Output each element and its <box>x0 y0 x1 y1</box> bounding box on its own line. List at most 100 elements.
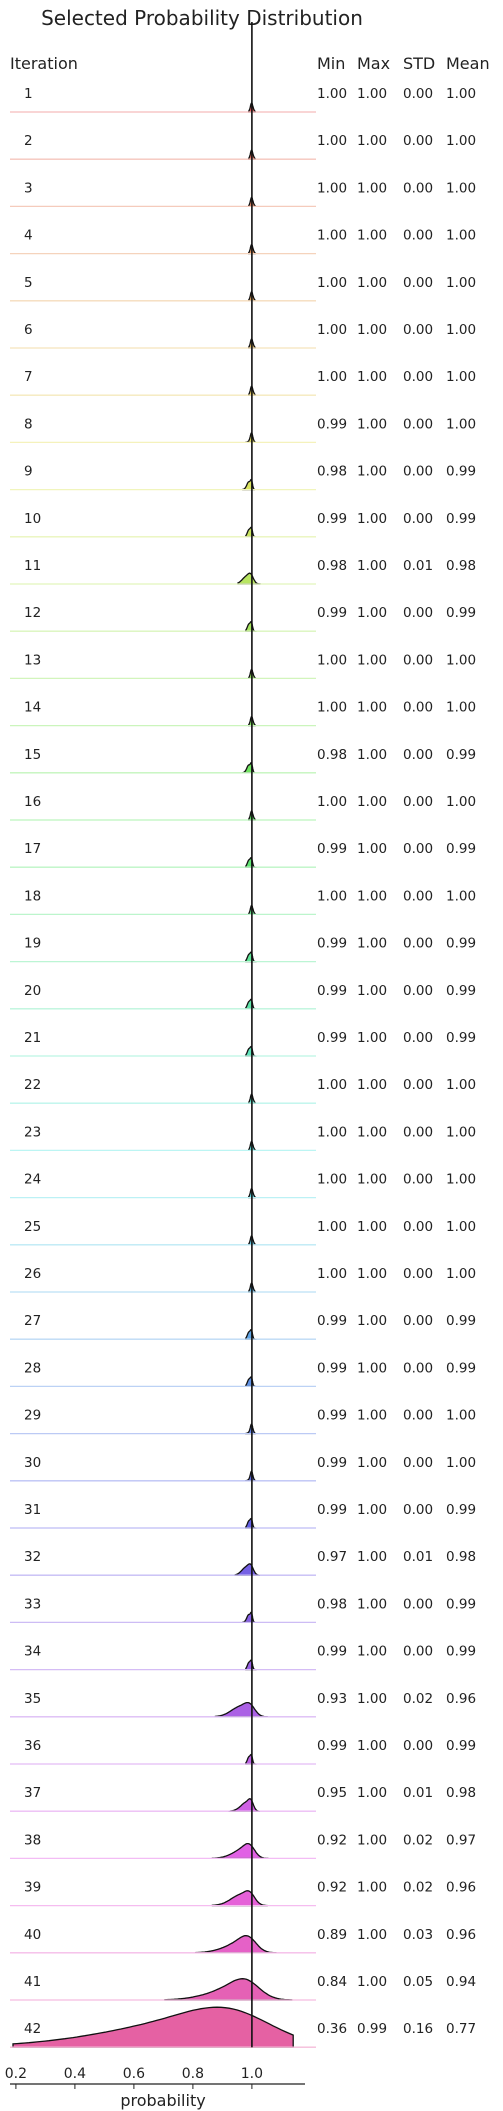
max-value: 1.00 <box>357 1549 387 1565</box>
mean-value: 1.00 <box>446 180 476 196</box>
min-value: 1.00 <box>317 322 347 338</box>
std-value: 0.00 <box>403 1596 433 1612</box>
mean-value: 1.00 <box>446 1408 476 1424</box>
x-axis: 0.2 0.4 0.6 0.8 1.0 <box>5 2066 305 2089</box>
std-value: 0.00 <box>403 1124 433 1140</box>
mean-value: 1.00 <box>446 888 476 904</box>
iteration-label: 27 <box>24 1313 41 1329</box>
std-value: 0.00 <box>403 1219 433 1235</box>
iteration-label: 2 <box>24 133 33 149</box>
min-value: 0.99 <box>317 1455 347 1471</box>
ridge-row: 27 0.99 1.00 0.00 0.99 <box>10 1313 476 1340</box>
max-value: 0.99 <box>357 2021 387 2037</box>
min-value: 1.00 <box>317 1077 347 1093</box>
ridge-row: 2 1.00 1.00 0.00 1.00 <box>10 133 476 160</box>
iteration-label: 38 <box>24 1832 41 1848</box>
mean-value: 0.99 <box>446 605 476 621</box>
std-value: 0.00 <box>403 794 433 810</box>
min-value: 0.95 <box>317 1785 347 1801</box>
mean-value: 0.99 <box>446 1596 476 1612</box>
max-value: 1.00 <box>357 1502 387 1518</box>
density-curve <box>228 1798 261 1812</box>
max-value: 1.00 <box>357 1124 387 1140</box>
iteration-label: 23 <box>24 1124 41 1140</box>
std-value: 0.00 <box>403 605 433 621</box>
iteration-label: 12 <box>24 605 41 621</box>
ridge-row: 32 0.97 1.00 0.01 0.98 <box>10 1549 476 1576</box>
max-value: 1.00 <box>357 1313 387 1329</box>
ridge-row: 9 0.98 1.00 0.00 0.99 <box>10 464 476 491</box>
min-value: 0.84 <box>317 1974 347 1990</box>
ridge-row: 20 0.99 1.00 0.00 0.99 <box>10 983 476 1010</box>
min-value: 0.92 <box>317 1880 347 1896</box>
iteration-label: 14 <box>24 700 41 716</box>
iteration-label: 24 <box>24 1172 41 1188</box>
ridge-row: 25 1.00 1.00 0.00 1.00 <box>10 1219 476 1246</box>
max-value: 1.00 <box>357 1172 387 1188</box>
iteration-label: 7 <box>24 369 33 385</box>
min-value: 0.99 <box>317 511 347 527</box>
mean-value: 0.99 <box>446 841 476 857</box>
iteration-label: 6 <box>24 322 33 338</box>
mean-value: 1.00 <box>446 1219 476 1235</box>
density-curve <box>211 1842 269 1860</box>
mean-value: 0.98 <box>446 1549 476 1565</box>
mean-value: 0.99 <box>446 1360 476 1376</box>
iteration-label: 10 <box>24 511 41 527</box>
mean-value: 0.99 <box>446 1030 476 1046</box>
min-value: 1.00 <box>317 1172 347 1188</box>
mean-value: 1.00 <box>446 322 476 338</box>
mean-value: 0.99 <box>446 983 476 999</box>
ridge-row: 11 0.98 1.00 0.01 0.98 <box>10 558 476 585</box>
max-value: 1.00 <box>357 747 387 763</box>
mean-value: 1.00 <box>446 1455 476 1471</box>
ridge-row: 23 1.00 1.00 0.00 1.00 <box>10 1124 476 1152</box>
density-curve <box>214 1701 268 1718</box>
iteration-label: 5 <box>24 275 33 291</box>
mean-value: 0.99 <box>446 1738 476 1754</box>
ridge-row: 19 0.99 1.00 0.00 0.99 <box>10 936 476 963</box>
density-curve <box>245 998 257 1010</box>
ridge-row: 37 0.95 1.00 0.01 0.98 <box>10 1785 476 1812</box>
std-value: 0.05 <box>403 1974 433 1990</box>
ridge-row: 24 1.00 1.00 0.00 1.00 <box>10 1172 476 1199</box>
ridge-row: 17 0.99 1.00 0.00 0.99 <box>10 841 476 868</box>
std-value: 0.00 <box>403 86 433 102</box>
std-value: 0.00 <box>403 1266 433 1282</box>
max-value: 1.00 <box>357 841 387 857</box>
iteration-label: 21 <box>24 1030 41 1046</box>
max-value: 1.00 <box>357 1219 387 1235</box>
density-curve <box>242 762 256 774</box>
density-curve <box>245 1659 257 1671</box>
iteration-label: 33 <box>24 1596 41 1612</box>
min-value: 0.97 <box>317 1549 347 1565</box>
max-value: 1.00 <box>357 416 387 432</box>
ridge-row: 1 1.00 1.00 0.00 1.00 <box>10 86 476 113</box>
density-curve <box>242 1611 256 1624</box>
iteration-label: 26 <box>24 1266 41 1282</box>
mean-value: 0.77 <box>446 2021 476 2037</box>
mean-value: 1.00 <box>446 652 476 668</box>
mean-value: 1.00 <box>446 700 476 716</box>
max-value: 1.00 <box>357 275 387 291</box>
ridge-row: 12 0.99 1.00 0.00 0.99 <box>10 605 476 632</box>
iteration-label: 28 <box>24 1360 41 1376</box>
iteration-label: 37 <box>24 1785 41 1801</box>
min-value: 0.99 <box>317 1644 347 1660</box>
max-value: 1.00 <box>357 1408 387 1424</box>
std-value: 0.00 <box>403 180 433 196</box>
min-value: 1.00 <box>317 888 347 904</box>
min-value: 1.00 <box>317 1219 347 1235</box>
iteration-label: 19 <box>24 936 41 952</box>
iteration-label: 16 <box>24 794 41 810</box>
std-value: 0.00 <box>403 1455 433 1471</box>
iteration-label: 25 <box>24 1219 41 1235</box>
std-value: 0.02 <box>403 1832 433 1848</box>
mean-value: 1.00 <box>446 86 476 102</box>
ridge-row: 8 0.99 1.00 0.00 1.00 <box>10 416 476 444</box>
std-value: 0.00 <box>403 464 433 480</box>
ridge-row: 10 0.99 1.00 0.00 0.99 <box>10 511 476 538</box>
iteration-label: 18 <box>24 888 41 904</box>
ridge-row: 4 1.00 1.00 0.00 1.00 <box>10 228 476 255</box>
